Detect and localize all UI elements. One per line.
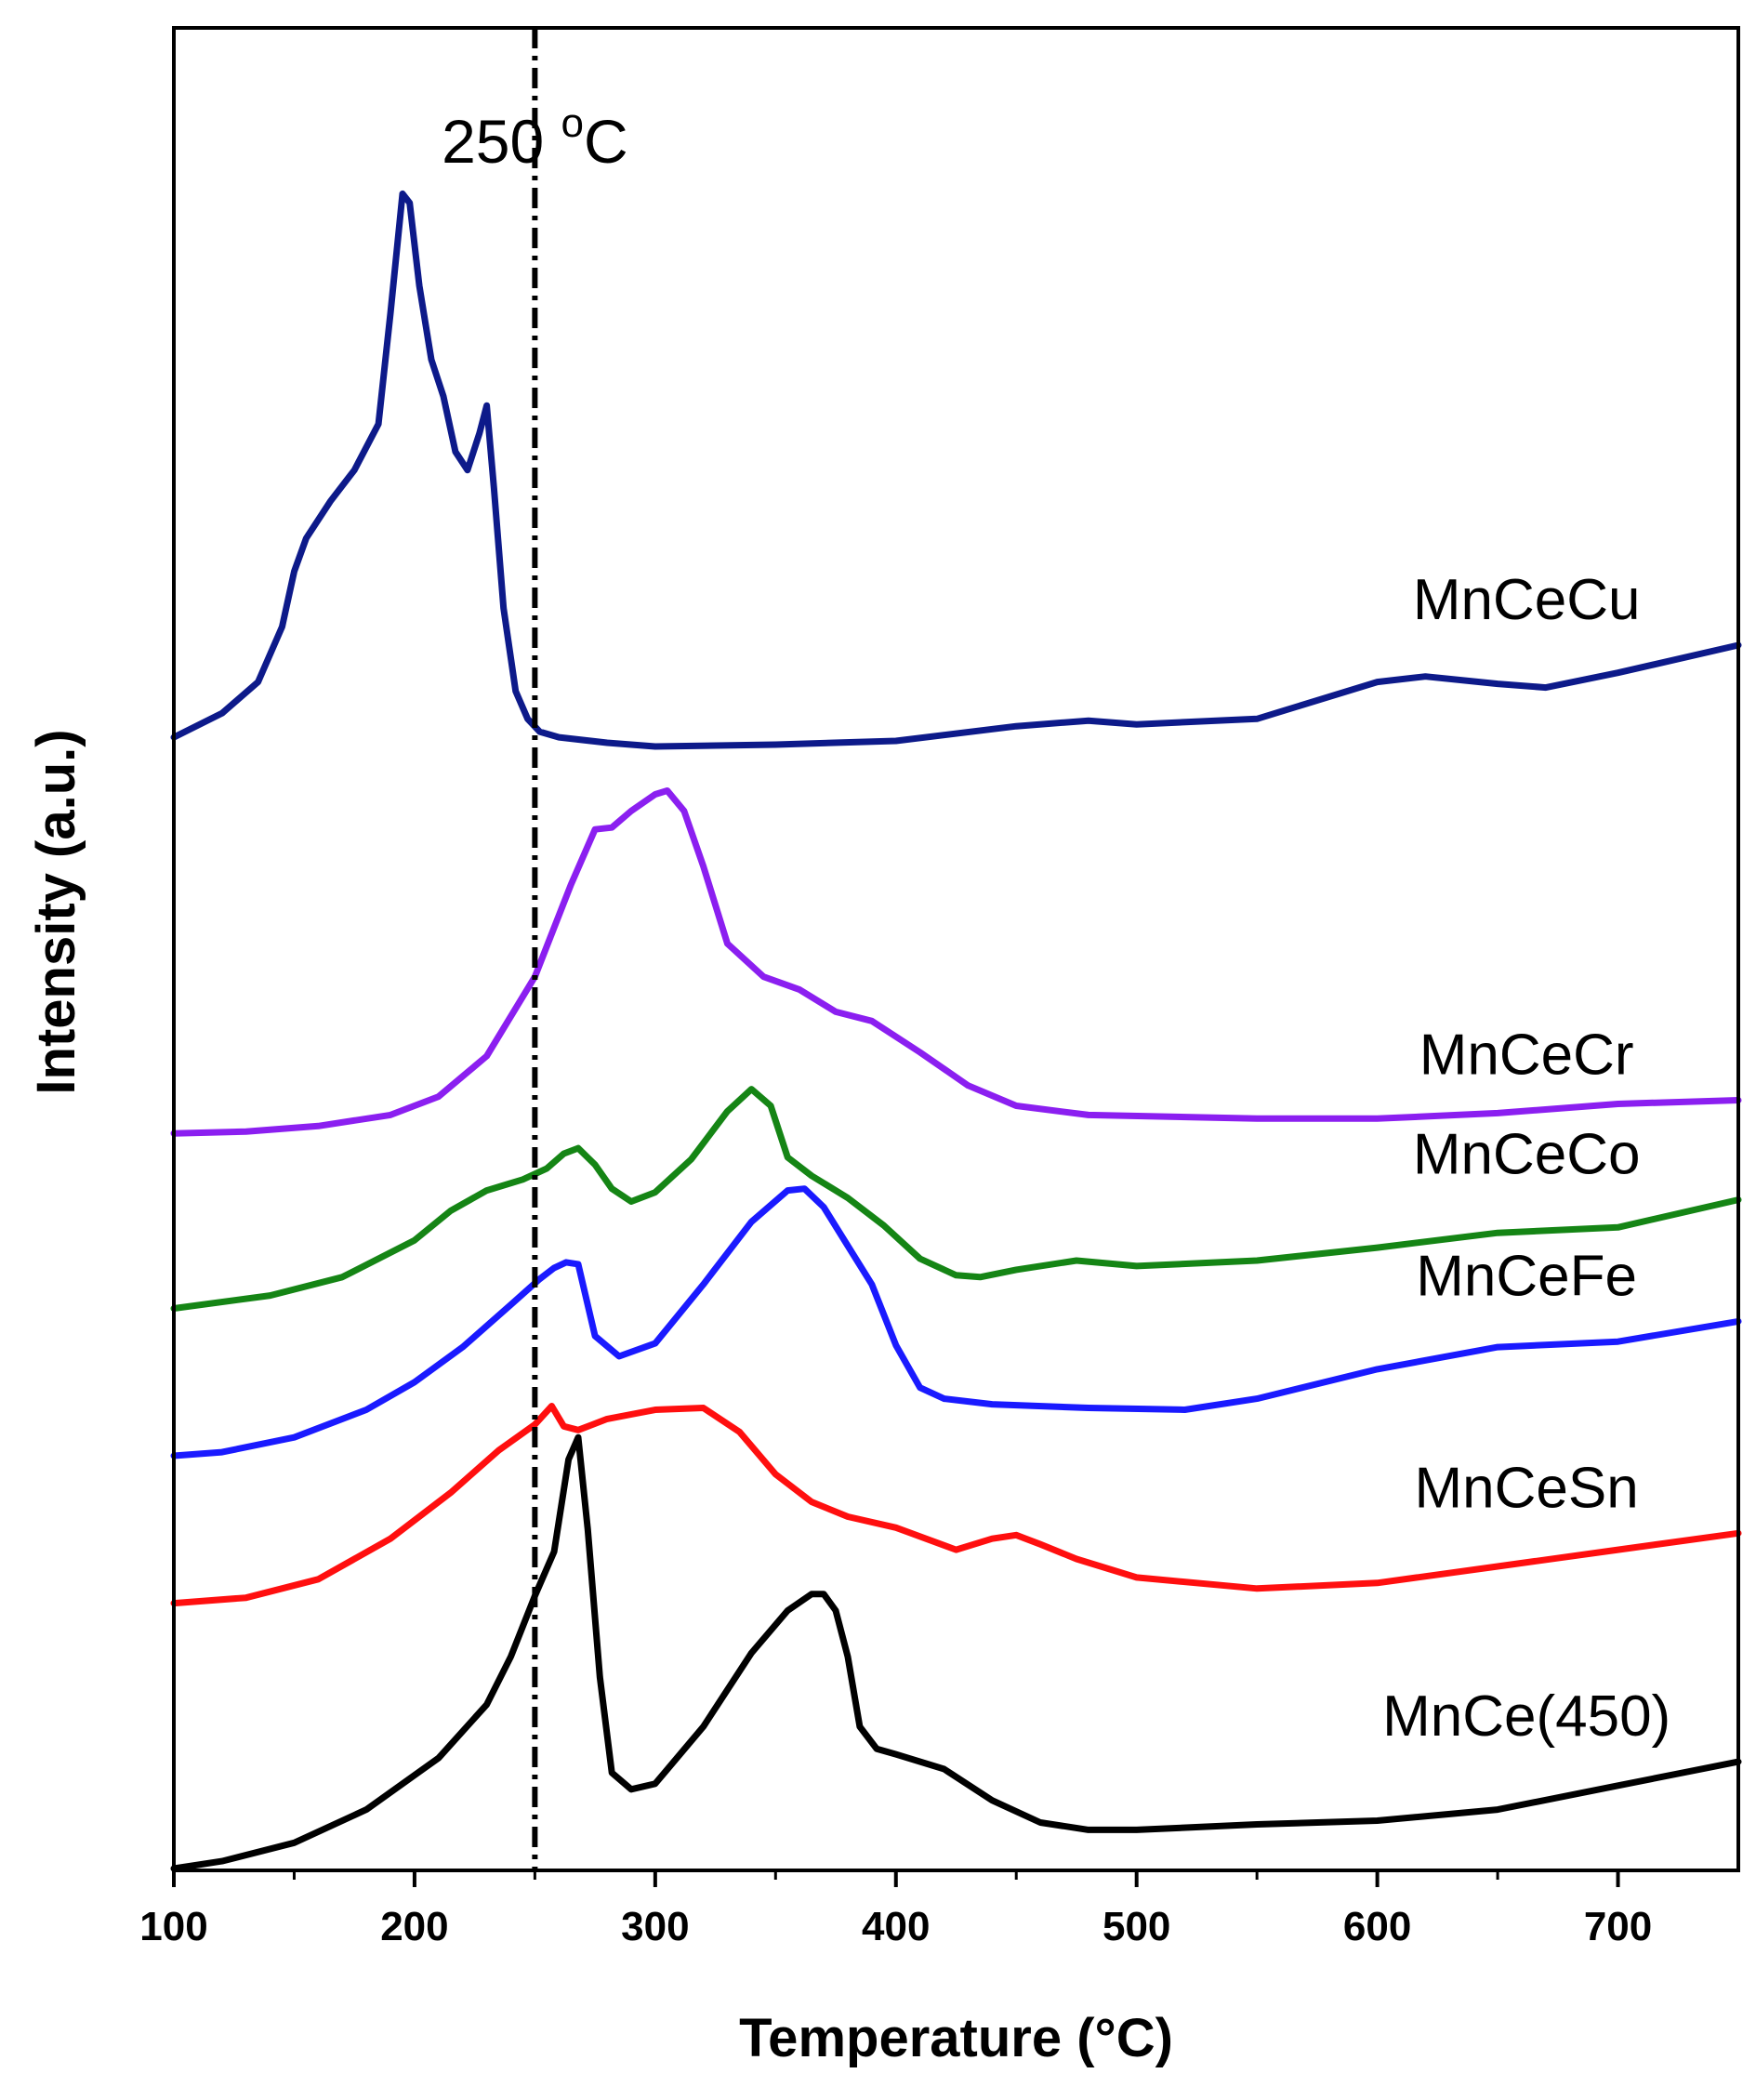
series-label-mncecr: MnCeCr [1419,1024,1634,1088]
x-axis-ticks: 100 200 300 400 500 600 700 [139,1870,1652,1949]
series-label-mncecu: MnCeCu [1413,568,1641,632]
series-line-mncefe [170,1185,1742,1459]
x-tick-label: 700 [1584,1904,1652,1949]
x-tick-label: 300 [621,1904,689,1949]
series-label-mncefe: MnCeFe [1416,1244,1637,1308]
series-line-mnceco [170,1086,1742,1312]
series-line-mnce-450 [170,1433,1742,1872]
x-tick-label: 600 [1343,1904,1411,1949]
reference-line-label: 250 oC [442,100,628,176]
series-labels: MnCeCu MnCeCr MnCeCo MnCeFe MnCeSn MnCe(450) [1382,568,1670,1749]
series-label-mncesn: MnCeSn [1415,1456,1639,1520]
series-label-mnce-450: MnCe(450) [1382,1684,1670,1749]
series-line-mncecr [170,787,1742,1137]
series-lines [170,190,1742,1872]
x-tick-label: 400 [862,1904,930,1949]
x-tick-label: 200 [380,1904,448,1949]
y-axis-title: Intensity (a.u.) [26,729,86,1094]
plot-frame [172,26,1740,1872]
series-label-mnceco: MnCeCo [1413,1123,1641,1187]
series-line-mncesn [170,1403,1742,1607]
x-tick-label: 100 [139,1904,207,1949]
x-tick-label: 500 [1102,1904,1170,1949]
series-line-mncecu [170,190,1742,750]
x-axis-title: Temperature (°C) [739,2008,1173,2068]
